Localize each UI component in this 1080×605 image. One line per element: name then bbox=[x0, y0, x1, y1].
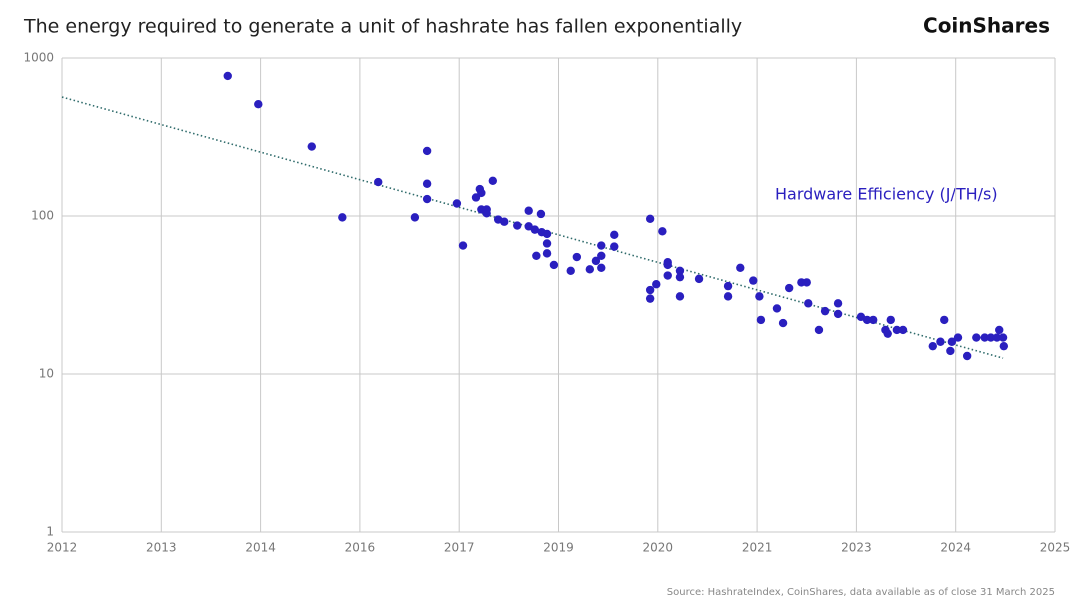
data-point bbox=[597, 241, 606, 250]
data-point bbox=[962, 351, 972, 361]
x-tick-label: 2021 bbox=[742, 541, 773, 555]
data-point bbox=[992, 333, 1002, 342]
x-tick-label: 2019 bbox=[543, 541, 574, 555]
data-point bbox=[883, 329, 892, 338]
y-tick-label: 1000 bbox=[23, 51, 54, 65]
data-point bbox=[995, 325, 1004, 335]
data-point bbox=[755, 292, 764, 301]
data-point bbox=[999, 341, 1009, 351]
data-point bbox=[572, 252, 582, 262]
data-point bbox=[723, 281, 733, 291]
data-point bbox=[422, 194, 432, 204]
data-point bbox=[500, 217, 509, 226]
series-label: Hardware Efficiency (J/TH/s) bbox=[775, 185, 998, 204]
data-point bbox=[772, 304, 782, 313]
x-tick-label: 2017 bbox=[444, 541, 475, 555]
x-tick-label: 2014 bbox=[245, 541, 276, 555]
data-point bbox=[756, 315, 766, 325]
data-point bbox=[663, 260, 672, 270]
data-point bbox=[802, 278, 811, 287]
x-tick-label: 2013 bbox=[146, 541, 177, 555]
data-point bbox=[749, 276, 758, 285]
x-tick-label: 2016 bbox=[345, 541, 376, 555]
data-point bbox=[542, 249, 552, 258]
data-point bbox=[947, 337, 957, 346]
data-point bbox=[936, 337, 945, 346]
data-point bbox=[645, 294, 655, 303]
data-point bbox=[307, 142, 316, 151]
data-point bbox=[953, 333, 963, 342]
data-point bbox=[736, 263, 745, 273]
data-point bbox=[338, 213, 347, 222]
data-point bbox=[524, 206, 533, 215]
y-tick-label: 100 bbox=[31, 209, 54, 223]
data-point bbox=[458, 241, 468, 250]
data-point bbox=[694, 274, 704, 284]
data-point bbox=[610, 230, 619, 240]
data-point bbox=[928, 341, 937, 351]
data-point bbox=[778, 318, 788, 328]
data-point bbox=[723, 292, 733, 301]
data-point bbox=[536, 209, 546, 219]
data-point bbox=[591, 256, 601, 266]
data-point bbox=[972, 333, 981, 342]
x-tick-label: 2025 bbox=[1040, 541, 1071, 555]
data-point bbox=[254, 100, 263, 109]
data-point bbox=[833, 309, 843, 319]
chart-title: The energy required to generate a unit o… bbox=[23, 16, 742, 38]
data-point bbox=[410, 213, 420, 222]
data-point bbox=[566, 266, 575, 275]
data-point bbox=[986, 333, 996, 342]
data-point bbox=[675, 292, 685, 301]
data-point bbox=[645, 285, 655, 295]
data-point bbox=[658, 227, 667, 236]
data-point bbox=[663, 271, 672, 280]
data-point bbox=[223, 71, 232, 81]
brand-logo: CoinShares bbox=[923, 14, 1050, 38]
x-tick-label: 2024 bbox=[940, 541, 971, 555]
data-point bbox=[422, 146, 432, 156]
data-point bbox=[980, 333, 989, 342]
data-point bbox=[998, 333, 1008, 342]
x-tick-label: 2020 bbox=[643, 541, 674, 555]
data-point bbox=[482, 209, 491, 218]
y-tick-label: 1 bbox=[46, 525, 54, 539]
data-point bbox=[477, 188, 486, 198]
data-point bbox=[542, 229, 552, 239]
source-note: Source: HashrateIndex, CoinShares, data … bbox=[667, 587, 1055, 598]
y-tick-label: 10 bbox=[39, 367, 54, 381]
data-point bbox=[530, 225, 540, 234]
x-tick-label: 2012 bbox=[47, 541, 78, 555]
data-point bbox=[675, 272, 685, 282]
data-point bbox=[820, 306, 830, 316]
data-point bbox=[452, 199, 462, 208]
data-point bbox=[532, 251, 541, 260]
data-point bbox=[513, 221, 522, 230]
data-point bbox=[675, 266, 685, 275]
data-point bbox=[585, 265, 595, 274]
data-point bbox=[946, 346, 955, 356]
data-point bbox=[645, 214, 655, 224]
data-point bbox=[892, 325, 902, 335]
data-point bbox=[597, 251, 606, 260]
data-point bbox=[804, 299, 813, 308]
data-point bbox=[869, 315, 878, 325]
data-point bbox=[488, 176, 498, 186]
data-point bbox=[542, 239, 552, 248]
data-point bbox=[784, 283, 794, 293]
data-point bbox=[597, 263, 606, 273]
data-point bbox=[940, 315, 949, 325]
data-point bbox=[422, 179, 432, 188]
data-point bbox=[862, 315, 872, 325]
data-point bbox=[549, 260, 559, 270]
data-point bbox=[898, 325, 908, 335]
data-point bbox=[833, 299, 843, 308]
data-point bbox=[374, 177, 383, 187]
data-point bbox=[652, 280, 661, 289]
data-point bbox=[886, 315, 895, 325]
x-tick-label: 2023 bbox=[841, 541, 872, 555]
data-point bbox=[814, 325, 824, 335]
data-point bbox=[610, 242, 619, 251]
